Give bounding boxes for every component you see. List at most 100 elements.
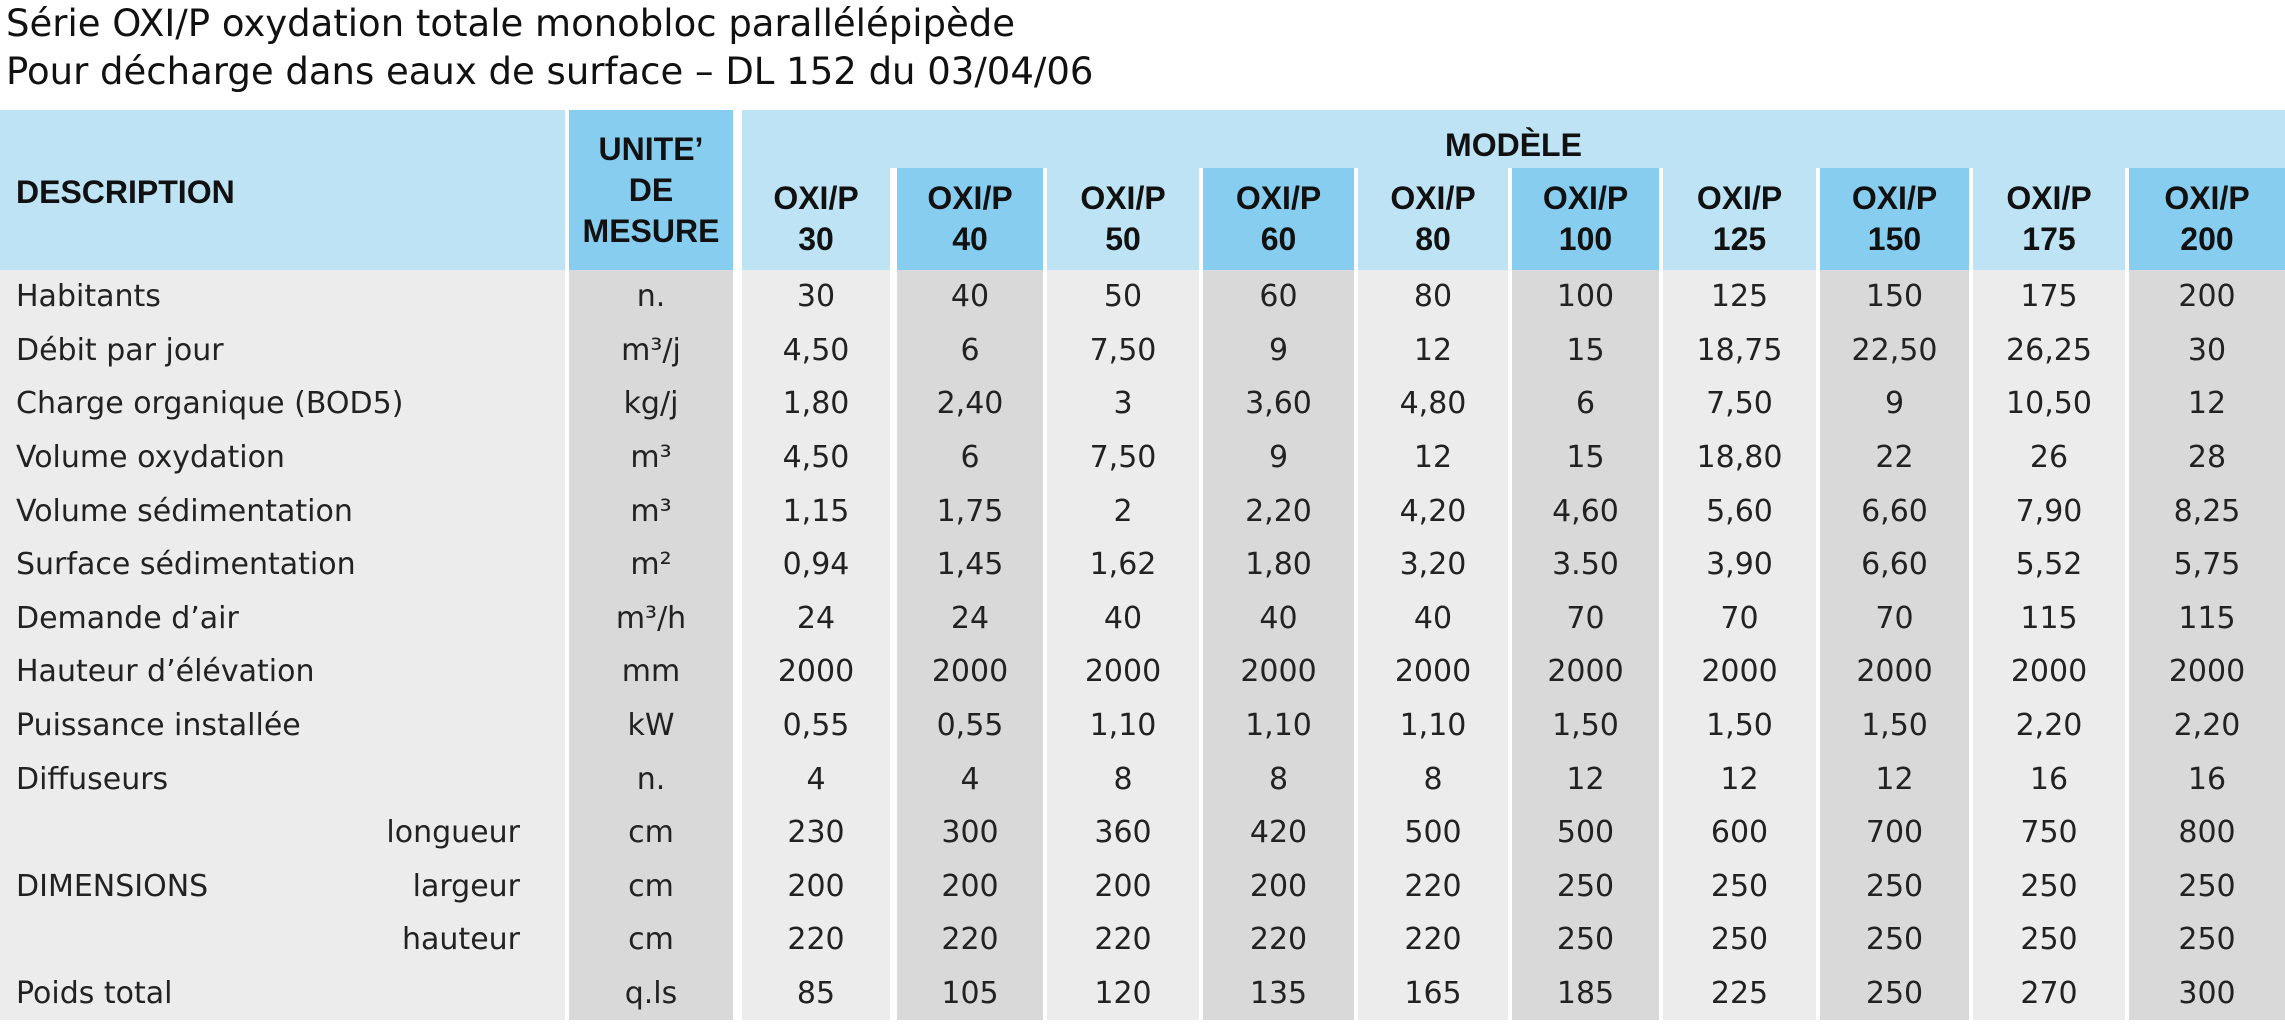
value-cell: 40 (1358, 592, 1508, 646)
unit-text: cm (628, 868, 674, 904)
value-text: 12 (1720, 761, 1759, 797)
value-text: 2000 (1856, 654, 1933, 690)
unit-cell: cm (569, 806, 733, 860)
value-text: 10,50 (2006, 386, 2092, 422)
value-cell: 200 (897, 860, 1043, 914)
value-text: 80 (1413, 279, 1453, 315)
value-text: 105 (941, 976, 999, 1012)
unit-text: m³ (630, 493, 672, 529)
row-label-text: Poids total (16, 976, 173, 1012)
value-text: 9 (1268, 332, 1289, 368)
unit-column-bg (569, 270, 733, 1021)
unit-cell: m³ (569, 484, 733, 538)
model-header: OXI/P 60 (1203, 168, 1354, 270)
value-cell: 220 (1047, 913, 1199, 967)
value-cell: 1,15 (742, 484, 890, 538)
unit-header-line: DE (628, 171, 674, 208)
row-label-text: Puissance installée (16, 708, 301, 744)
value-text: 2000 (1547, 654, 1624, 690)
value-cell: 220 (1358, 913, 1508, 967)
value-cell: 6,60 (1820, 538, 1969, 592)
value-text: 3,20 (1399, 547, 1467, 583)
value-text: 60 (1259, 279, 1298, 315)
value-text: 100 (1556, 279, 1615, 315)
value-cell: 1,80 (1203, 538, 1354, 592)
value-cell: 1,50 (1512, 699, 1659, 753)
value-text: 16 (2187, 761, 2227, 797)
value-text: 1,75 (936, 493, 1004, 529)
value-cell: 2,20 (1973, 699, 2125, 753)
value-cell: 22 (1820, 431, 1969, 485)
value-cell: 10,50 (1973, 377, 2125, 431)
value-text: 5,75 (2173, 547, 2241, 583)
value-text: 70 (1720, 600, 1759, 636)
value-text: 6,60 (1861, 493, 1928, 529)
value-text: 220 (1249, 922, 1308, 958)
value-text: 500 (1556, 815, 1615, 851)
value-text: 220 (1094, 922, 1152, 958)
description-header: DESCRIPTION (0, 110, 565, 270)
model-header: OXI/P 80 (1358, 168, 1508, 270)
value-cell: 70 (1663, 592, 1816, 646)
value-text: 22,50 (1851, 332, 1938, 368)
value-text: 50 (1103, 279, 1143, 315)
model-header: OXI/P 50 (1047, 168, 1199, 270)
value-cell: 2000 (1820, 645, 1969, 699)
model-header-line: OXI/P (2006, 180, 2092, 216)
row-label: Débit par jour (0, 324, 565, 378)
value-text: 12 (1413, 332, 1453, 368)
row-label: Surface sédimentation (0, 538, 565, 592)
value-cell: 28 (2129, 431, 2285, 485)
value-cell: 2 (1047, 484, 1199, 538)
model-group-header: MODÈLE (742, 110, 2285, 168)
value-cell: 125 (1663, 270, 1816, 324)
unit-text: m² (630, 547, 672, 583)
value-cell: 2000 (1663, 645, 1816, 699)
value-text: 225 (1710, 976, 1769, 1012)
value-text: 2,20 (1245, 493, 1312, 529)
value-cell: 60 (1203, 270, 1354, 324)
model-header-line: OXI/P (1235, 180, 1322, 216)
value-cell: 200 (1203, 860, 1354, 914)
value-text: 1,10 (1399, 708, 1467, 744)
value-text: 8,25 (2173, 493, 2241, 529)
value-text: 6 (960, 332, 980, 368)
row-label: Volume oxydation (0, 431, 565, 485)
value-text: 26,25 (2006, 332, 2092, 368)
row-sublabel: largeur (0, 860, 520, 914)
value-cell: 360 (1047, 806, 1199, 860)
value-text: 2,40 (936, 386, 1004, 422)
value-text: 2,20 (2173, 708, 2241, 744)
value-text: 4,50 (782, 332, 850, 368)
value-cell: 300 (897, 806, 1043, 860)
model-group-title: MODÈLE (1445, 126, 1582, 163)
value-cell: 115 (1973, 592, 2125, 646)
value-text: 2000 (1394, 654, 1472, 690)
value-text: 750 (2020, 815, 2078, 851)
model-column-bg (1358, 270, 1508, 1021)
model-header: OXI/P 150 (1820, 168, 1969, 270)
value-text: 600 (1710, 815, 1769, 851)
value-text: 2000 (1701, 654, 1778, 690)
row-label-text: Volume oxydation (16, 440, 285, 476)
unit-text: kg/j (623, 386, 679, 422)
value-text: 8 (1113, 761, 1133, 797)
value-text: 200 (941, 868, 999, 904)
value-text: 2000 (1240, 654, 1317, 690)
value-cell: 6 (897, 431, 1043, 485)
value-cell: 4 (742, 752, 890, 806)
value-text: 115 (2178, 600, 2236, 636)
unit-cell: m³ (569, 431, 733, 485)
model-header-line: OXI/P (1080, 180, 1166, 216)
model-header-line: 30 (798, 221, 834, 257)
value-cell: 250 (1512, 913, 1659, 967)
unit-header-line: UNITE’ (598, 130, 704, 167)
value-text: 7,50 (1706, 386, 1773, 422)
model-header-line: 100 (1558, 221, 1613, 257)
value-cell: 6,60 (1820, 484, 1969, 538)
unit-cell: kW (569, 699, 733, 753)
value-text: 40 (1413, 600, 1453, 636)
value-cell: 220 (742, 913, 890, 967)
value-text: 4,60 (1552, 493, 1619, 529)
value-cell: 3 (1047, 377, 1199, 431)
